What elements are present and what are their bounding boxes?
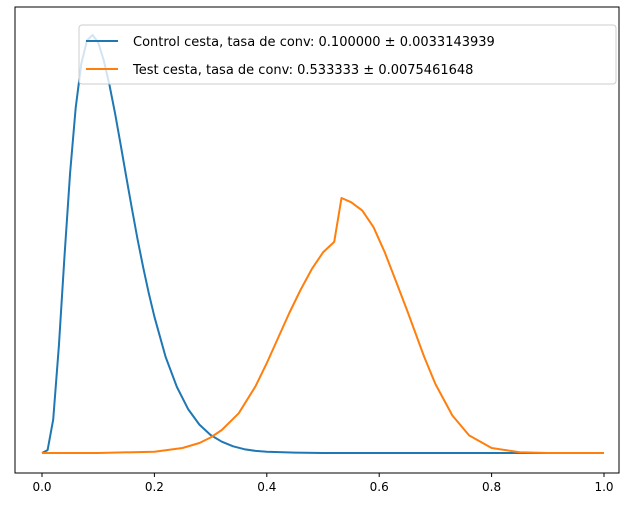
legend-label-test: Test cesta, tasa de conv: 0.533333 ± 0.0… — [132, 63, 473, 78]
legend-label-control: Control cesta, tasa de conv: 0.100000 ± … — [133, 35, 495, 50]
legend-box — [78, 24, 617, 85]
x-tick-label: 0.0 — [32, 480, 51, 494]
x-tick-label: 0.8 — [482, 480, 501, 494]
series-lines — [41, 34, 604, 454]
x-tick-label: 0.4 — [257, 480, 276, 494]
x-tick-label: 0.6 — [370, 480, 389, 494]
x-tick-label: 1.0 — [594, 480, 613, 494]
x-tick-label: 0.2 — [145, 480, 164, 494]
x-axis: 0.0 0.2 0.4 0.6 0.8 1.0 — [32, 473, 614, 494]
series-line-control — [41, 34, 604, 454]
series-line-test — [42, 197, 604, 454]
plot-frame — [14, 6, 620, 474]
legend: Control cesta, tasa de conv: 0.100000 ± … — [78, 24, 617, 85]
